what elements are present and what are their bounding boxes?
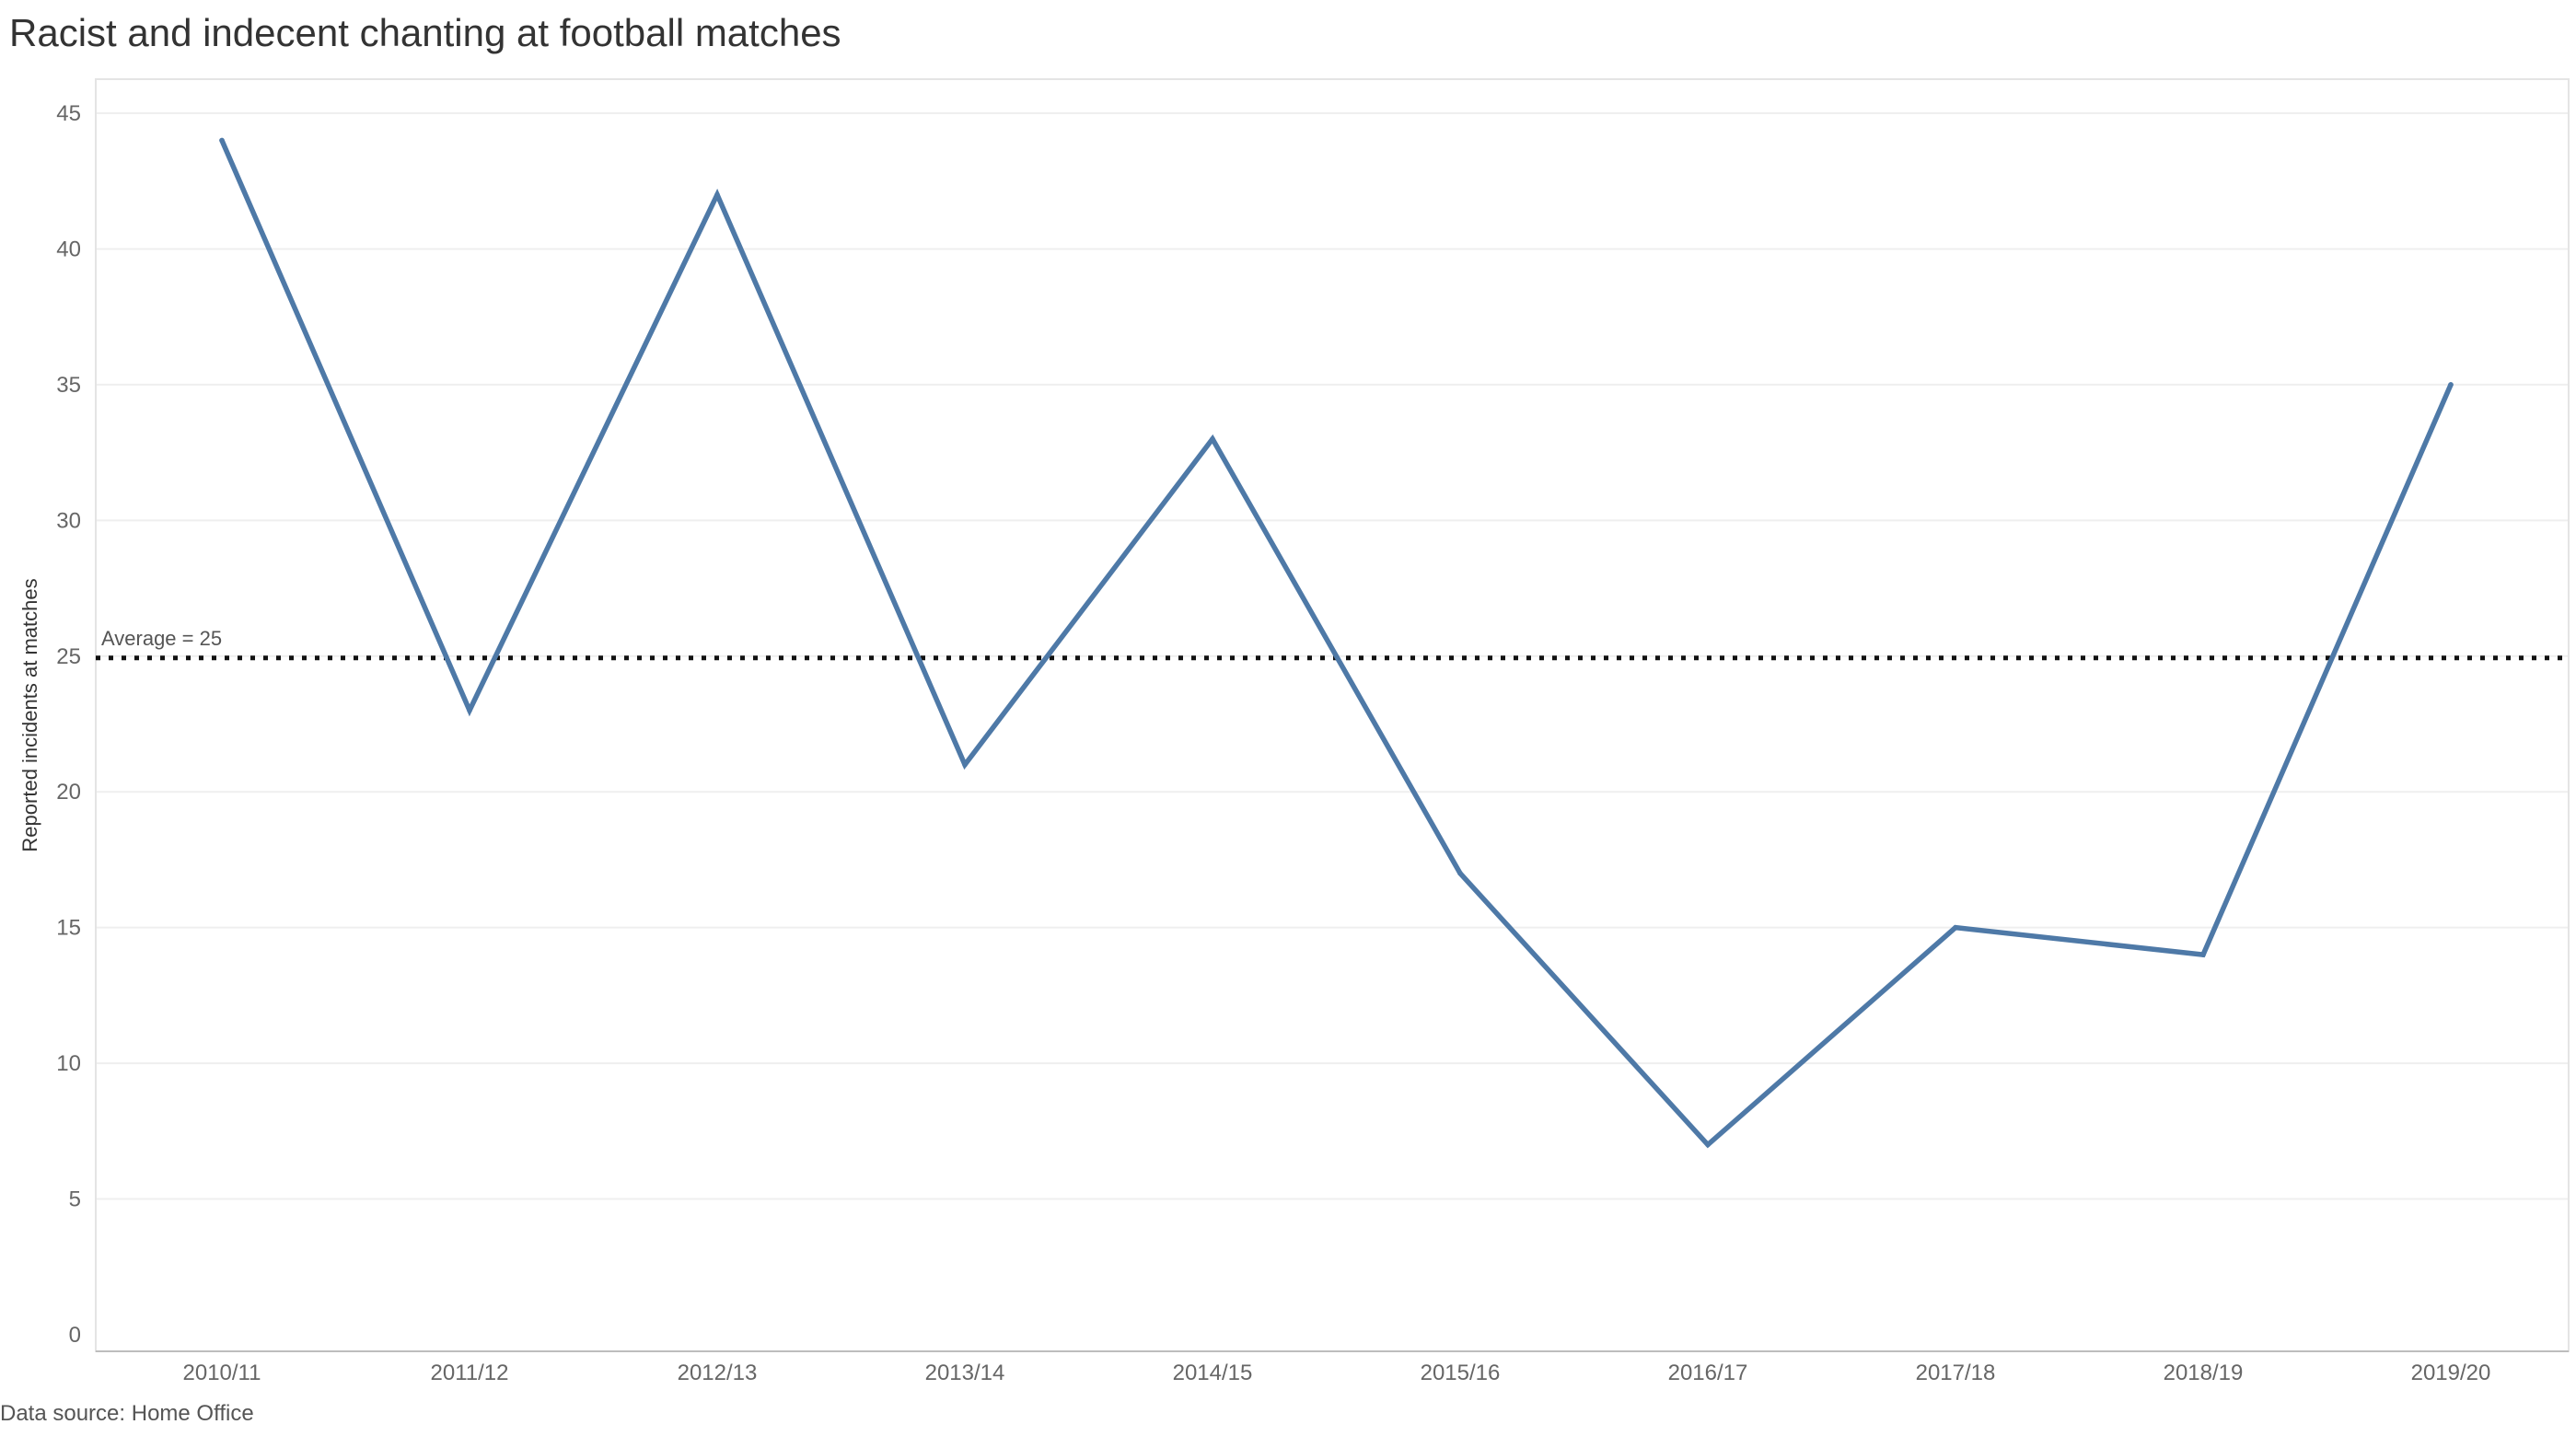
gridlines (96, 112, 2569, 1200)
data-point (1457, 870, 1463, 876)
y-tick-label: 45 (56, 101, 81, 126)
x-tick-label: 2019/20 (2411, 1361, 2491, 1385)
average-reference: Average = 25 (96, 627, 2569, 661)
x-tick-label: 2018/19 (2164, 1361, 2244, 1385)
y-axis-title: Reported incidents at matches (18, 578, 41, 851)
data-points (219, 137, 2454, 1148)
x-tick-label: 2012/13 (678, 1361, 758, 1385)
x-tick-label: 2014/15 (1173, 1361, 1253, 1385)
data-point (467, 707, 472, 713)
x-tick-label: 2013/14 (925, 1361, 1005, 1385)
chart-title: Racist and indecent chanting at football… (9, 11, 841, 54)
average-label: Average = 25 (101, 627, 222, 650)
data-point (219, 137, 225, 144)
y-tick-label: 15 (56, 916, 81, 941)
y-tick-label: 0 (69, 1323, 81, 1348)
data-point (1953, 924, 1958, 931)
y-tick-label: 20 (56, 780, 81, 805)
x-tick-label: 2017/18 (1916, 1361, 1996, 1385)
source-note: Data source: Home Office (0, 1401, 254, 1426)
x-axis-ticks: 2010/11 2011/12 2012/13 2013/14 2014/15 2015/… (183, 1361, 2491, 1385)
y-tick-label: 5 (69, 1187, 81, 1212)
data-point (1210, 436, 1215, 442)
x-tick-label: 2016/17 (1668, 1361, 1748, 1385)
x-tick-label: 2011/12 (431, 1361, 509, 1385)
data-point (962, 761, 968, 768)
x-tick-label: 2015/16 (1421, 1361, 1501, 1385)
data-point (2200, 952, 2206, 957)
data-point (1705, 1141, 1711, 1148)
y-tick-label: 35 (56, 373, 81, 398)
data-point (714, 191, 720, 198)
series-line (219, 137, 2454, 1149)
plot-border (95, 78, 2570, 1352)
y-tick-label: 40 (56, 237, 81, 261)
y-tick-label: 30 (56, 508, 81, 533)
y-tick-label: 10 (56, 1051, 81, 1076)
y-tick-label: 25 (56, 644, 81, 669)
data-point (2448, 382, 2454, 388)
y-axis-ticks: 0 5 10 15 20 25 30 35 40 45 (56, 101, 81, 1348)
x-tick-label: 2010/11 (183, 1361, 261, 1385)
